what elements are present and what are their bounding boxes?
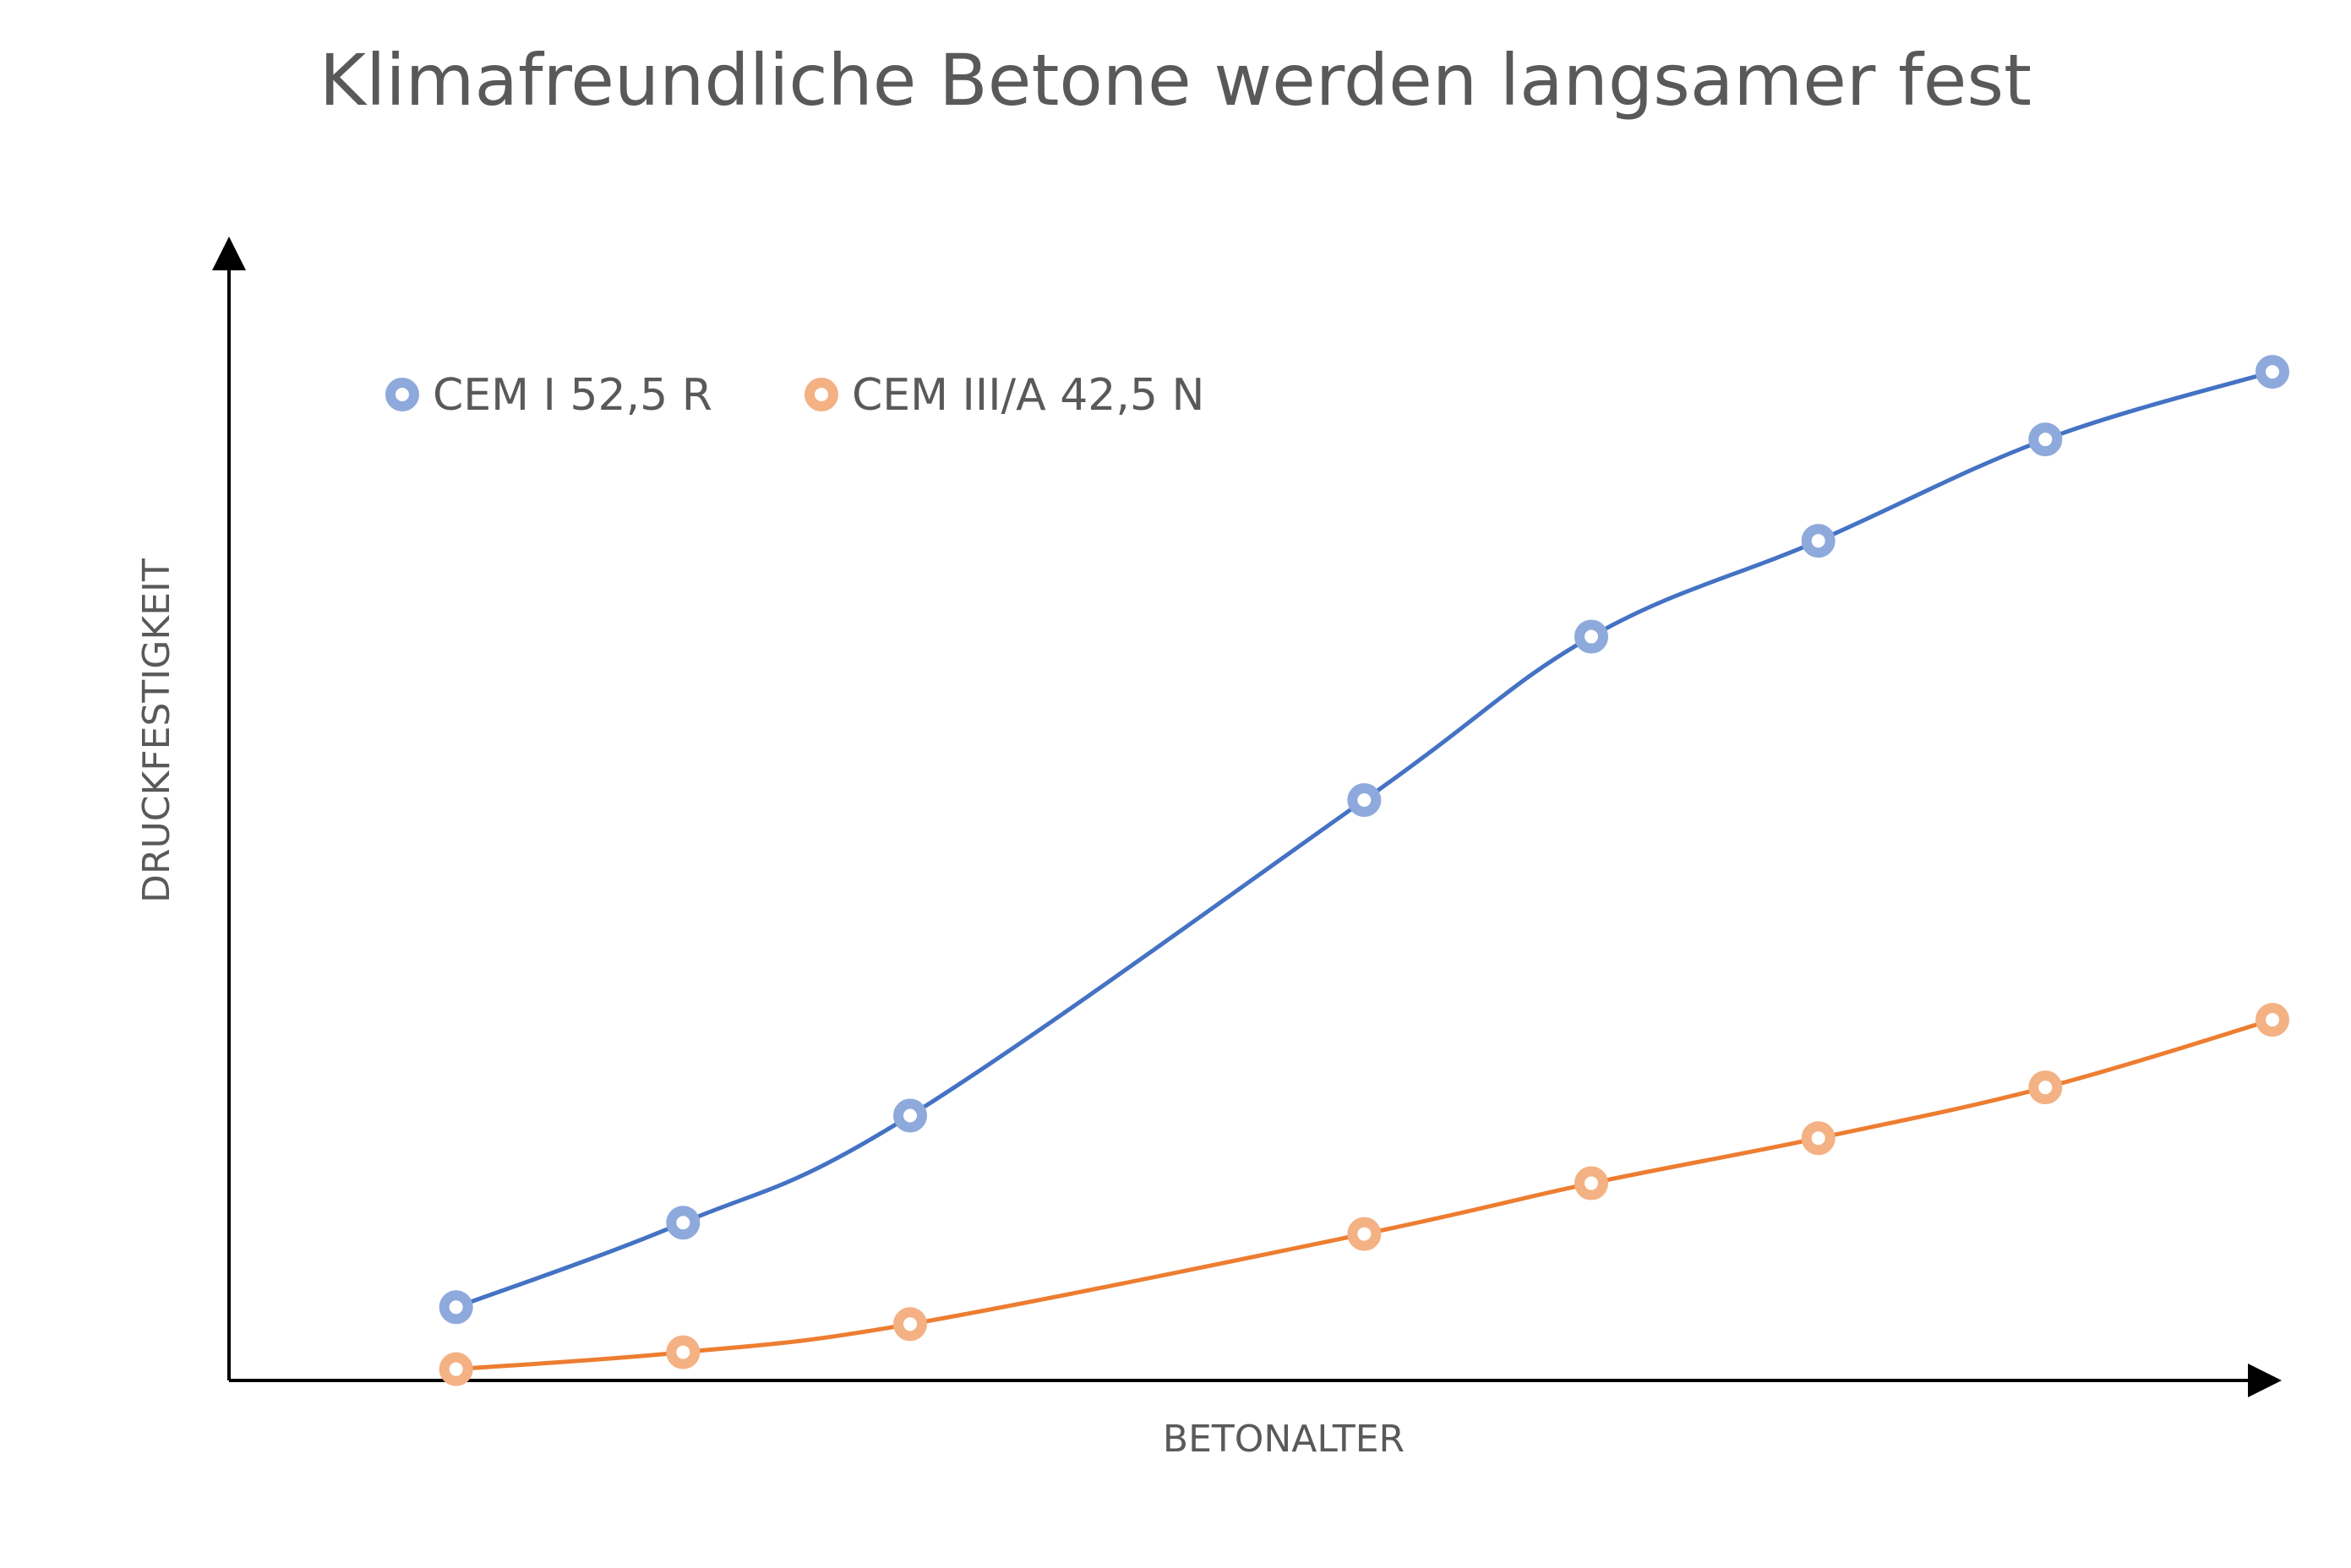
data-point xyxy=(439,1290,473,1325)
data-point xyxy=(1801,1121,1836,1156)
legend-marker xyxy=(385,378,419,411)
data-point xyxy=(1347,1217,1382,1251)
data-point xyxy=(1801,524,1836,558)
series-2-trendline xyxy=(455,1017,2273,1372)
data-point xyxy=(2256,1003,2289,1037)
data-point xyxy=(893,1307,927,1342)
data-point xyxy=(1574,619,1608,654)
series-2 xyxy=(439,1003,2289,1386)
data-point xyxy=(1574,1166,1608,1200)
data-point xyxy=(2028,422,2063,457)
data-point xyxy=(893,1098,927,1133)
data-point xyxy=(439,1352,473,1386)
data-point xyxy=(2256,355,2289,389)
legend-label: CEM I 52,5 R xyxy=(433,370,712,421)
series-1-trendline xyxy=(455,369,2273,1309)
legend-marker xyxy=(805,378,838,411)
data-point xyxy=(666,1206,701,1240)
x-axis-label: BETONALTER xyxy=(1163,1418,1405,1461)
legend-item-1: CEM I 52,5 R xyxy=(385,370,712,421)
legend-item-2: CEM III/A 42,5 N xyxy=(805,370,1204,421)
data-point xyxy=(2028,1070,2063,1105)
legend-label: CEM III/A 42,5 N xyxy=(852,370,1204,421)
data-point xyxy=(1347,782,1382,817)
y-axis-label: DRUCKFESTIGKEIT xyxy=(135,558,178,903)
data-point xyxy=(666,1335,701,1369)
series-1 xyxy=(439,355,2289,1325)
chart-title: Klimafreundliche Betone werden langsamer… xyxy=(319,39,2032,122)
legend: CEM I 52,5 R CEM III/A 42,5 N xyxy=(385,370,1204,421)
plot-area xyxy=(439,355,2289,1386)
